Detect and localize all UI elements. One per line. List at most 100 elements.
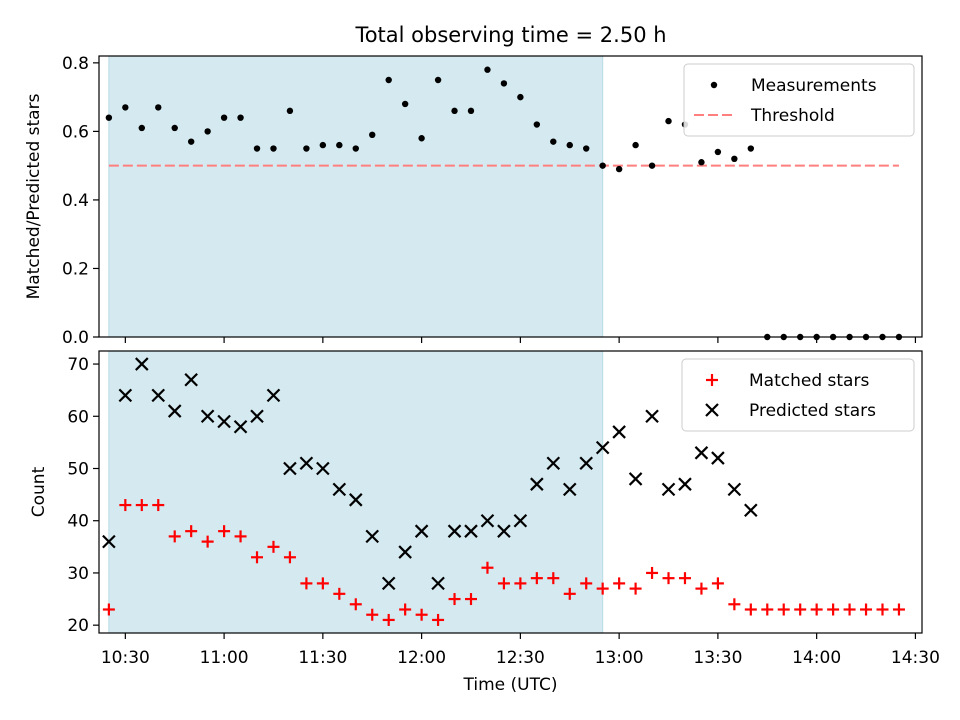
measurement-point: [105, 114, 113, 121]
predicted-stars-point: [546, 456, 561, 471]
top-shaded-region: [108, 55, 604, 338]
top-y-tick-label: 0.4: [62, 191, 89, 211]
predicted-stars-point: [612, 425, 626, 439]
matched-stars-point: [744, 603, 757, 616]
matched-stars-point: [448, 593, 461, 606]
x-tick-label: 13:30: [693, 648, 742, 668]
top-axis-ticks: 0.0 0.2 0.4 0.6 0.8: [62, 54, 917, 348]
matched-stars-point: [102, 603, 115, 616]
measurement-point: [204, 128, 211, 135]
legend-marker-x: [705, 403, 719, 417]
x-tick-label: 12:30: [496, 648, 545, 668]
legend-label: Matched stars: [749, 371, 869, 391]
matched-stars-point: [843, 603, 856, 616]
matched-stars-point: [794, 603, 807, 616]
predicted-stars-point: [266, 388, 281, 403]
predicted-stars-point: [167, 404, 182, 418]
bottom-axis-ticks: 10:30 11:00 11:30 12:00 12:30 13:00 13:30 14:00…: [67, 355, 940, 668]
matched-stars-point: [563, 587, 576, 600]
matched-stars-point: [234, 530, 247, 543]
matched-stars-point: [251, 551, 264, 564]
matched-stars-point: [547, 572, 560, 585]
bottom-panel: 10:30 11:00 11:30 12:00 12:30 13:00 13:30 14:00…: [29, 350, 940, 695]
predicted-stars-point: [184, 372, 198, 387]
predicted-stars-point: [744, 503, 758, 518]
measurement-point: [138, 124, 145, 132]
legend-label: Measurements: [751, 76, 877, 96]
predicted-stars-point: [661, 482, 676, 497]
predicted-stars-point: [381, 576, 396, 591]
predicted-stars-point: [628, 472, 643, 486]
bottom-series-layer: [102, 357, 905, 626]
matched-stars-point: [497, 577, 510, 590]
measurement-point: [303, 145, 310, 152]
predicted-stars-point: [348, 493, 363, 507]
measurement-point: [550, 138, 557, 145]
legend-label: Predicted stars: [749, 401, 876, 421]
predicted-stars-point: [562, 482, 577, 497]
measurement-point: [632, 141, 639, 149]
measurement-point: [187, 138, 195, 145]
top-y-axis-label: Matched/Predicted stars: [24, 93, 44, 299]
predicted-stars-point: [299, 456, 314, 471]
bottom-shaded-span: [108, 350, 604, 634]
matched-stars-point: [382, 613, 395, 626]
matched-stars-point: [646, 566, 659, 579]
measurement-point: [237, 114, 244, 121]
measurement-point: [401, 100, 409, 108]
x-tick-label: 13:00: [595, 648, 644, 668]
measurement-point: [253, 145, 261, 152]
predicted-stars-point: [102, 534, 116, 549]
predicted-stars-point: [414, 524, 429, 538]
measurement-point: [714, 148, 722, 156]
predicted-stars-point: [365, 529, 380, 544]
measurement-point: [566, 141, 573, 149]
predicted-stars-point: [678, 477, 692, 491]
predicted-stars-point: [118, 388, 133, 403]
bottom-y-tick-label: 60: [67, 407, 89, 427]
matched-stars-point: [777, 603, 790, 616]
measurement-point: [155, 104, 162, 111]
bottom-y-tick-label: 30: [67, 564, 89, 584]
measurement-point: [286, 107, 294, 115]
measurement-point: [698, 159, 705, 166]
top-y-tick-label: 0.2: [62, 259, 89, 279]
x-tick-label: 11:30: [298, 648, 347, 668]
matched-stars-point: [267, 540, 280, 553]
x-tick-label: 11:00: [200, 648, 249, 668]
bottom-shaded-region: [108, 350, 604, 634]
predicted-stars-point: [250, 409, 264, 424]
measurement-point: [731, 155, 738, 163]
measurement-point: [434, 76, 442, 84]
predicted-stars-point: [497, 524, 511, 538]
matched-stars-point: [349, 598, 362, 611]
matched-stars-point: [316, 577, 329, 590]
legend-box: [683, 63, 915, 137]
measurement-point: [615, 165, 623, 173]
bottom-y-tick-label: 40: [67, 512, 89, 532]
matched-stars-point: [678, 572, 691, 585]
matched-stars-point: [185, 525, 198, 538]
matched-stars-point: [152, 499, 165, 512]
matched-stars-point: [761, 603, 774, 616]
matched-stars-point: [432, 613, 445, 626]
predicted-stars-point: [217, 414, 231, 429]
predicted-stars-point: [645, 409, 659, 424]
bottom-legend: Matched stars Predicted stars: [681, 358, 915, 432]
matched-stars-point: [399, 603, 412, 616]
matched-stars-point: [366, 608, 379, 621]
predicted-stars-point: [480, 513, 495, 528]
predicted-stars-point: [694, 446, 709, 460]
x-tick-label: 12:00: [397, 648, 446, 668]
matched-stars-point: [860, 603, 873, 616]
predicted-stars-point: [513, 513, 528, 528]
bottom-y-tick-label: 70: [67, 355, 89, 375]
measurement-point: [648, 162, 656, 169]
bottom-y-tick-label: 50: [67, 460, 89, 480]
measurement-point: [385, 76, 392, 84]
measurement-point: [418, 135, 425, 142]
chart-title: Total observing time = 2.50 h: [354, 23, 666, 47]
matched-stars-point: [892, 603, 905, 616]
matched-stars-point: [201, 535, 214, 548]
